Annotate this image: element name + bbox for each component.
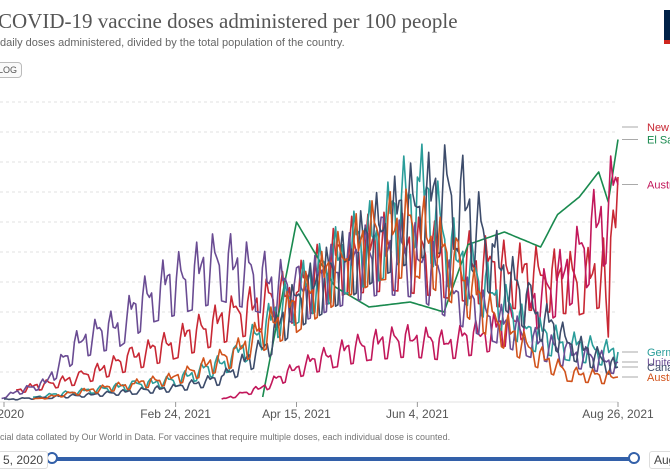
log-label: LOG [0, 65, 17, 75]
timeline-end-handle[interactable] [628, 452, 640, 464]
x-tick-label: Feb 24, 2021 [140, 407, 211, 421]
x-tick-label: Apr 15, 2021 [262, 407, 331, 421]
x-tick-label: Aug 26, 2021 [582, 407, 654, 421]
line-chart: 5, 2020 Feb 24, 2021 Apr 15, 2021 Jun 4, 20… [0, 101, 670, 421]
timeline-start-label: 5, 2020 [0, 451, 49, 469]
series-line [221, 155, 619, 400]
legend-label: Unite [647, 357, 670, 369]
timeline-slider[interactable]: 5, 2020 Aug [0, 447, 670, 469]
chart-subtitle: daily doses administered, divided by the… [0, 37, 345, 49]
legend-label: Austr [647, 372, 670, 384]
x-tick-label: Jun 4, 2021 [386, 407, 449, 421]
x-tick-label: 5, 2020 [0, 407, 24, 421]
series-line [3, 144, 619, 401]
legend-label: New [647, 122, 669, 134]
legend-label: Germ [647, 347, 670, 359]
source-note: cial data collated by Our World in Data.… [0, 432, 451, 442]
timeline-end-label: Aug [649, 451, 670, 469]
chart-title: COVID-19 vaccine doses administered per … [0, 9, 458, 33]
x-axis: 5, 2020 Feb 24, 2021 Apr 15, 2021 Jun 4, 20… [0, 402, 654, 421]
legend-label: Austr [647, 180, 670, 192]
owid-logo [664, 10, 670, 44]
series-line [32, 188, 619, 400]
timeline-track[interactable] [52, 457, 634, 461]
chart-series [1, 139, 619, 401]
legend-label: Cana [647, 362, 670, 374]
log-scale-toggle[interactable]: LOG [0, 62, 22, 78]
legend-label: El Sal [647, 135, 670, 147]
